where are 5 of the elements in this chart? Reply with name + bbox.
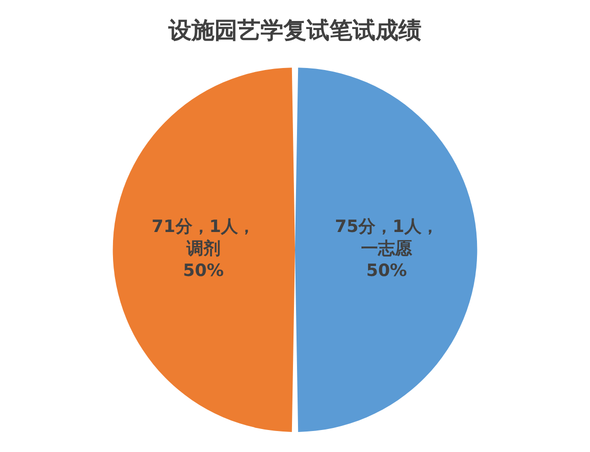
data-label: 50% bbox=[366, 261, 407, 282]
slice-label: 75分，1人，一志愿 bbox=[334, 217, 438, 260]
slice-label: 71分，1人，调剂 bbox=[152, 217, 256, 260]
data-label: 50% bbox=[183, 261, 224, 282]
chart-title: 设施园艺学复试笔试成绩 bbox=[168, 18, 422, 44]
